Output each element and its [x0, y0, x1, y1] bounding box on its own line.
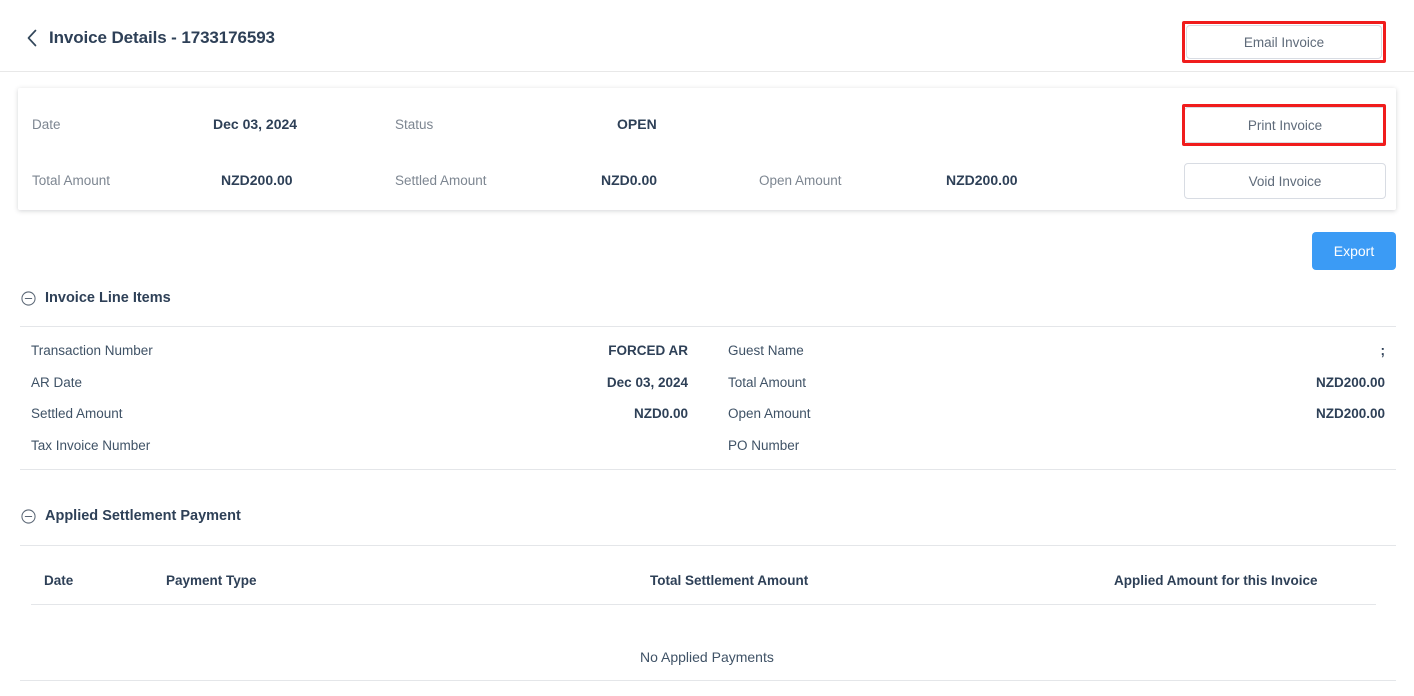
line-item-label-settled-amount: Settled Amount: [31, 406, 123, 421]
line-item-label-open-amount: Open Amount: [728, 406, 811, 421]
applied-settlement-payment-title: Applied Settlement Payment: [45, 508, 241, 524]
line-item-label-total-amount: Total Amount: [728, 375, 807, 390]
summary-label-status: Status: [395, 117, 434, 132]
line-item-label-transaction-number: Transaction Number: [31, 343, 153, 358]
line-item-label-po-number: PO Number: [728, 438, 800, 453]
circle-minus-icon[interactable]: [21, 290, 36, 306]
line-items-bottom-divider: [20, 469, 1396, 470]
invoice-line-items-title: Invoice Line Items: [45, 290, 171, 306]
line-item-value-guest-name: ;: [1380, 343, 1386, 358]
chevron-left-icon[interactable]: [26, 29, 38, 47]
page-header: Invoice Details - 1733176593 Email Invoi…: [0, 0, 1414, 72]
column-header-date: Date: [44, 573, 74, 588]
summary-value-open-amount: NZD200.00: [946, 172, 1018, 188]
email-invoice-button[interactable]: Email Invoice: [1186, 25, 1382, 59]
print-invoice-button[interactable]: Print Invoice: [1184, 107, 1386, 143]
summary-label-settled-amount: Settled Amount: [395, 173, 487, 188]
circle-minus-icon[interactable]: [21, 508, 36, 524]
settlement-header-divider: [31, 604, 1376, 605]
line-item-label-guest-name: Guest Name: [728, 343, 804, 358]
column-header-payment-type: Payment Type: [166, 573, 257, 588]
summary-value-status: OPEN: [617, 116, 657, 132]
line-items-top-divider: [20, 326, 1396, 327]
summary-label-total-amount: Total Amount: [32, 173, 111, 188]
line-item-value-transaction-number: FORCED AR: [608, 343, 688, 358]
line-item-value-settled-amount: NZD0.00: [633, 406, 688, 421]
settlement-top-divider: [20, 545, 1396, 546]
settlement-bottom-divider: [20, 680, 1396, 681]
void-invoice-button[interactable]: Void Invoice: [1184, 163, 1386, 199]
applied-settlement-payment-section-header[interactable]: Applied Settlement Payment: [21, 508, 241, 524]
summary-label-date: Date: [32, 117, 61, 132]
invoice-summary-card: Date Dec 03, 2024 Status OPEN Total Amou…: [18, 88, 1396, 210]
line-item-value-total-amount: NZD200.00: [1315, 375, 1385, 390]
line-item-value-ar-date: Dec 03, 2024: [606, 375, 688, 390]
export-button[interactable]: Export: [1312, 232, 1396, 270]
page-title: Invoice Details - 1733176593: [49, 28, 275, 47]
summary-value-total-amount: NZD200.00: [221, 172, 293, 188]
settlement-empty-message: No Applied Payments: [640, 649, 774, 665]
column-header-applied-amount: Applied Amount for this Invoice: [1114, 573, 1318, 588]
invoice-line-items-section-header[interactable]: Invoice Line Items: [21, 290, 171, 306]
summary-value-settled-amount: NZD0.00: [601, 172, 658, 188]
line-item-label-tax-invoice-number: Tax Invoice Number: [31, 438, 151, 453]
summary-label-open-amount: Open Amount: [759, 173, 842, 188]
line-item-value-open-amount: NZD200.00: [1315, 406, 1385, 421]
column-header-total-settlement-amount: Total Settlement Amount: [650, 573, 809, 588]
summary-value-date: Dec 03, 2024: [213, 116, 298, 132]
title-group: Invoice Details - 1733176593: [26, 28, 275, 48]
line-item-label-ar-date: AR Date: [31, 375, 83, 390]
